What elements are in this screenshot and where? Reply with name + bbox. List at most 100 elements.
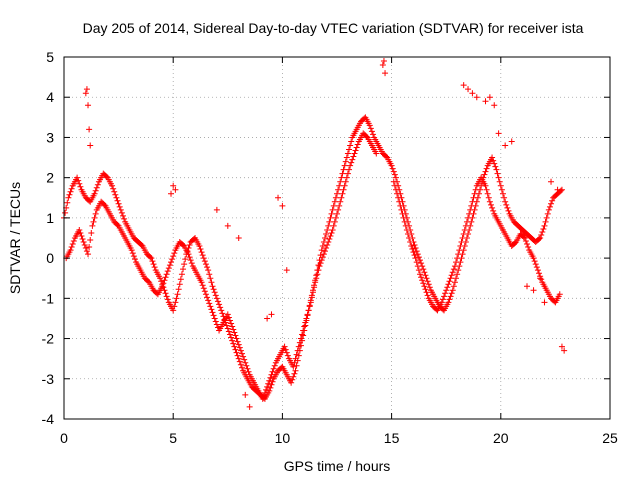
data-point — [172, 299, 179, 306]
data-point — [266, 377, 273, 384]
data-point — [204, 264, 211, 271]
data-point — [214, 298, 221, 305]
data-point — [395, 194, 402, 201]
data-point — [306, 303, 313, 310]
data-point — [70, 238, 77, 245]
data-point — [234, 338, 241, 345]
data-point — [117, 206, 124, 213]
data-point — [129, 250, 136, 257]
data-point — [425, 281, 432, 288]
data-point — [423, 275, 430, 282]
data-point — [288, 379, 295, 386]
data-point — [205, 297, 212, 304]
data-point — [230, 340, 237, 347]
series-sdtvar-outliers — [82, 58, 568, 410]
data-point — [424, 278, 431, 285]
data-point — [81, 242, 88, 249]
data-point — [335, 186, 342, 193]
data-point — [363, 133, 370, 140]
data-point — [534, 267, 541, 274]
data-point — [471, 190, 478, 197]
data-point — [466, 210, 473, 217]
data-point — [411, 242, 418, 249]
data-point — [243, 362, 250, 369]
data-point — [511, 240, 518, 247]
data-point — [94, 181, 101, 188]
data-point — [324, 226, 331, 233]
data-point — [231, 329, 238, 336]
data-point — [347, 142, 354, 149]
data-point — [490, 207, 497, 214]
data-point — [330, 202, 337, 209]
data-point — [312, 279, 319, 286]
data-point — [537, 275, 544, 282]
data-point — [290, 373, 297, 380]
data-point — [408, 243, 415, 250]
data-point — [403, 226, 410, 233]
data-point — [338, 174, 345, 181]
chart-title: Day 205 of 2014, Sidereal Day-to-day VTE… — [83, 20, 584, 36]
data-point — [443, 287, 450, 294]
data-point — [205, 267, 212, 274]
data-point — [181, 261, 188, 268]
data-point — [228, 334, 235, 341]
data-point — [268, 371, 275, 378]
data-point — [157, 275, 164, 282]
data-point — [502, 142, 509, 149]
data-point — [210, 286, 217, 293]
data-point — [164, 296, 171, 303]
data-point — [200, 285, 207, 292]
data-point — [543, 214, 550, 221]
data-point — [353, 144, 360, 151]
data-point — [302, 319, 309, 326]
data-point — [422, 272, 429, 279]
data-point — [316, 263, 323, 270]
data-point — [367, 125, 374, 132]
data-point — [202, 291, 209, 298]
data-point — [350, 153, 357, 160]
data-point — [233, 349, 240, 356]
data-point — [293, 362, 300, 369]
data-point — [321, 235, 328, 241]
data-point — [226, 317, 233, 324]
data-point — [328, 210, 335, 217]
data-point — [492, 163, 499, 170]
data-point — [209, 309, 216, 316]
data-point — [292, 355, 299, 362]
data-point — [86, 244, 93, 251]
data-point — [483, 165, 490, 172]
data-point — [487, 201, 494, 208]
data-point — [508, 138, 515, 145]
data-point — [380, 58, 387, 65]
data-point — [426, 284, 433, 291]
data-point — [87, 142, 94, 149]
data-point — [113, 194, 120, 201]
data-point — [230, 326, 237, 333]
data-point — [497, 182, 504, 189]
y-tick-label: 0 — [46, 250, 54, 266]
y-tick-label: 5 — [46, 49, 54, 65]
data-point — [539, 228, 546, 235]
data-point — [558, 343, 565, 350]
data-point — [109, 182, 116, 189]
data-point — [330, 222, 337, 229]
data-point — [223, 322, 230, 329]
data-point — [308, 294, 315, 301]
data-point — [269, 378, 276, 385]
data-point — [401, 218, 408, 225]
data-point — [455, 251, 462, 258]
data-point — [326, 218, 333, 225]
data-point — [525, 244, 532, 251]
data-point — [524, 283, 531, 290]
data-point — [208, 306, 215, 313]
data-point — [416, 271, 423, 278]
data-point — [176, 281, 183, 288]
data-point — [366, 122, 373, 129]
data-point — [159, 283, 166, 290]
data-point — [541, 222, 548, 229]
data-point — [211, 315, 218, 322]
data-point — [536, 236, 543, 243]
data-point — [454, 255, 461, 262]
grid — [64, 57, 610, 419]
data-point — [323, 230, 330, 237]
